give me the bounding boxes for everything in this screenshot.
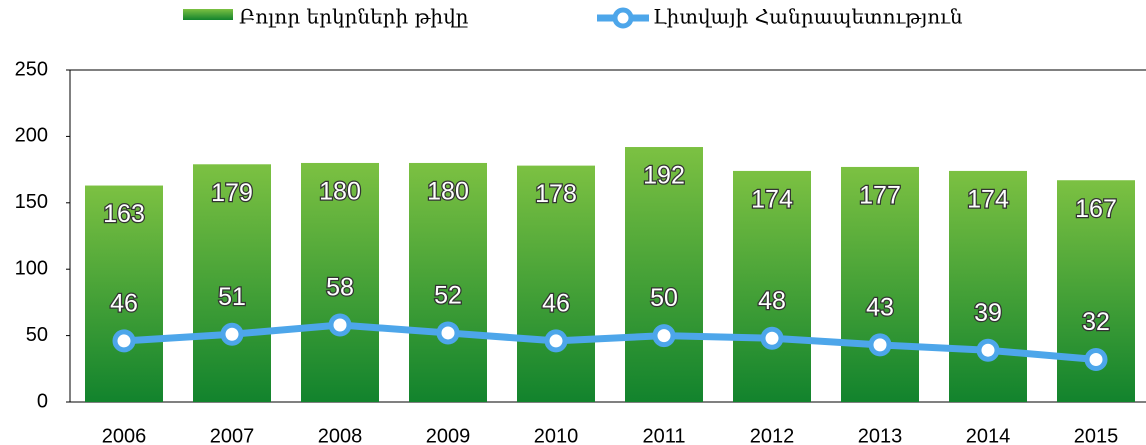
- data-label: 180: [427, 178, 469, 206]
- x-tick-label: 2014: [966, 425, 1011, 445]
- bar: [85, 185, 163, 402]
- legend-swatch: [183, 9, 233, 20]
- x-tick-label: 2012: [750, 425, 795, 445]
- data-label: 50: [650, 284, 678, 312]
- data-label: 43: [866, 294, 894, 322]
- line-point: [760, 326, 784, 350]
- bar: [517, 165, 595, 402]
- data-label: 174: [967, 186, 1009, 214]
- data-label: 48: [758, 287, 786, 315]
- data-label: 180: [319, 178, 361, 206]
- x-tick-label: 2007: [210, 425, 255, 445]
- line-point: [112, 329, 136, 353]
- y-tick-label: 250: [15, 58, 48, 80]
- x-tick-label: 2009: [426, 425, 471, 445]
- data-label: 178: [535, 180, 577, 208]
- data-label: 179: [211, 179, 253, 207]
- line: [123, 321, 1097, 363]
- data-label: 174: [751, 186, 793, 214]
- line-point: [1084, 348, 1108, 372]
- line-point: [436, 321, 460, 345]
- x-tick-label: 2011: [642, 425, 685, 445]
- data-label: 167: [1075, 195, 1117, 223]
- line-point: [220, 322, 244, 346]
- line-point: [976, 338, 1000, 362]
- data-label: 51: [218, 283, 246, 311]
- data-label: 39: [974, 299, 1002, 327]
- legend-label: Բոլոր երկրների թիվը: [239, 5, 469, 29]
- bar: [625, 147, 703, 402]
- legend-label: Լիտվայի Հանրապետություն: [653, 5, 963, 29]
- x-tick-label: 2008: [318, 425, 363, 445]
- data-label: 192: [643, 162, 685, 190]
- bar: [733, 170, 811, 402]
- y-tick-label: 50: [26, 324, 48, 346]
- y-tick-label: 200: [15, 125, 48, 147]
- line-point: [652, 324, 676, 348]
- bar: [841, 166, 919, 402]
- data-label: 52: [434, 282, 462, 310]
- y-tick-label: 0: [37, 390, 48, 412]
- bar: [409, 162, 487, 402]
- y-tick-label: 100: [15, 257, 48, 279]
- data-label: 177: [859, 182, 901, 210]
- y-tick-label: 150: [15, 191, 48, 213]
- bar: [949, 170, 1027, 402]
- data-label: 58: [326, 274, 354, 302]
- data-label: 46: [542, 290, 570, 318]
- x-tick-label: 2010: [534, 425, 579, 445]
- legend-swatch-point: [612, 7, 634, 29]
- bar: [301, 162, 379, 402]
- data-label: 46: [110, 290, 138, 318]
- x-tick-label: 2006: [102, 425, 147, 445]
- bar: [193, 164, 271, 402]
- data-label: 163: [103, 200, 145, 228]
- line-point: [868, 333, 892, 357]
- x-tick-label: 2013: [858, 425, 903, 445]
- line-point: [328, 313, 352, 337]
- data-label: 32: [1082, 308, 1110, 336]
- line-point: [544, 329, 568, 353]
- x-tick-label: 2015: [1074, 425, 1119, 445]
